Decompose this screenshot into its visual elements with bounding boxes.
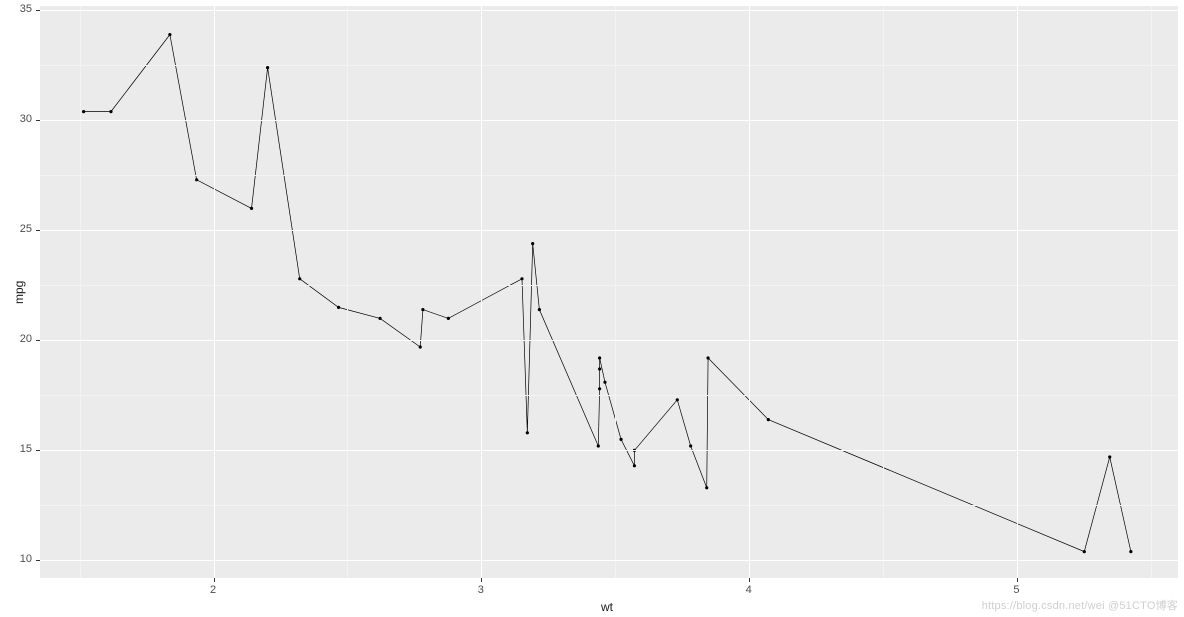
x-tick-label: 4 <box>746 584 752 596</box>
data-point <box>168 33 171 36</box>
data-point <box>526 431 529 434</box>
x-grid-major <box>214 6 215 578</box>
x-grid-minor <box>615 6 616 578</box>
data-point <box>767 418 770 421</box>
y-tick-mark <box>36 340 40 341</box>
watermark-text: https://blog.csdn.net/wei @51CTO博客 <box>982 597 1178 613</box>
data-point <box>531 242 534 245</box>
y-grid-major <box>40 450 1178 451</box>
data-point <box>1083 550 1086 553</box>
y-grid-major <box>40 560 1178 561</box>
x-tick-label: 3 <box>478 584 484 596</box>
data-point <box>520 277 523 280</box>
y-tick-label: 30 <box>20 113 32 125</box>
y-tick-mark <box>36 560 40 561</box>
y-tick-label: 15 <box>20 443 32 455</box>
data-point <box>250 207 253 210</box>
x-tick-mark <box>481 578 482 582</box>
data-point <box>447 317 450 320</box>
y-grid-major <box>40 230 1178 231</box>
data-point <box>598 387 601 390</box>
data-point <box>676 398 679 401</box>
data-point <box>619 438 622 441</box>
data-line <box>84 35 1131 552</box>
y-grid-minor <box>40 65 1178 66</box>
data-point <box>82 110 85 113</box>
y-tick-label: 20 <box>20 333 32 345</box>
x-tick-label: 2 <box>210 584 216 596</box>
y-tick-mark <box>36 450 40 451</box>
x-tick-mark <box>214 578 215 582</box>
x-grid-major <box>749 6 750 578</box>
y-tick-mark <box>36 120 40 121</box>
data-point <box>1108 455 1111 458</box>
y-grid-major <box>40 120 1178 121</box>
data-point <box>378 317 381 320</box>
y-tick-label: 10 <box>20 553 32 565</box>
y-grid-minor <box>40 175 1178 176</box>
data-point <box>689 444 692 447</box>
x-tick-mark <box>749 578 750 582</box>
x-axis-title: wt <box>601 600 613 614</box>
x-grid-major <box>481 6 482 578</box>
x-grid-minor <box>80 6 81 578</box>
y-grid-minor <box>40 395 1178 396</box>
data-point <box>298 277 301 280</box>
x-grid-major <box>1017 6 1018 578</box>
x-tick-label: 5 <box>1013 584 1019 596</box>
data-point <box>266 66 269 69</box>
data-point <box>419 345 422 348</box>
data-point <box>1129 550 1132 553</box>
x-grid-minor <box>347 6 348 578</box>
y-tick-mark <box>36 10 40 11</box>
data-point <box>421 308 424 311</box>
chart-container: wt mpg https://blog.csdn.net/wei @51CTO博… <box>0 0 1184 617</box>
y-grid-major <box>40 340 1178 341</box>
data-point <box>337 306 340 309</box>
data-point <box>633 464 636 467</box>
data-point <box>598 367 601 370</box>
y-tick-label: 35 <box>20 3 32 15</box>
x-tick-mark <box>1017 578 1018 582</box>
plot-svg <box>0 0 1184 617</box>
data-point <box>538 308 541 311</box>
data-point <box>603 381 606 384</box>
data-point <box>597 444 600 447</box>
y-tick-label: 25 <box>20 223 32 235</box>
x-grid-minor <box>883 6 884 578</box>
x-grid-minor <box>1151 6 1152 578</box>
data-point <box>706 356 709 359</box>
data-point <box>705 486 708 489</box>
y-grid-minor <box>40 285 1178 286</box>
data-point <box>109 110 112 113</box>
data-point <box>598 356 601 359</box>
y-grid-minor <box>40 505 1178 506</box>
y-tick-mark <box>36 230 40 231</box>
data-point <box>195 178 198 181</box>
y-axis-title: mpg <box>12 281 26 304</box>
y-grid-major <box>40 10 1178 11</box>
